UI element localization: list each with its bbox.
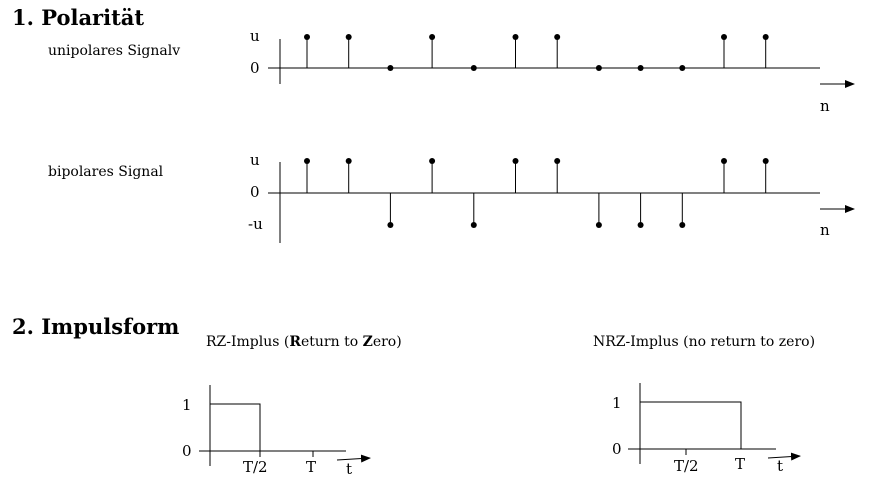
nrz-xlabel-half-t: T/2	[674, 457, 699, 475]
unipolar-sample-8	[637, 65, 644, 71]
bipolar-ylabel-zero: 0	[250, 183, 260, 201]
unipolar-ylabel-u: u	[250, 27, 260, 45]
bipolar-sample-0	[304, 158, 310, 164]
nrz-axis-label-t: t	[777, 457, 783, 475]
bipolar-sample-7	[595, 222, 602, 228]
unipolar-sample-7	[595, 65, 602, 71]
unipolar-axis-label-n: n	[820, 97, 830, 115]
unipolar-sample-0	[304, 34, 310, 40]
rz-title-prefix: RZ-Implus (	[206, 334, 289, 350]
nrz-ylabel-one: 1	[612, 394, 622, 412]
bipolar-label: bipolares Signal	[48, 164, 164, 180]
rz-title-z: Z	[363, 334, 373, 350]
rz-xlabel-t: T	[306, 458, 316, 476]
unipolar-sample-4	[470, 65, 477, 71]
bipolar-axes	[268, 162, 855, 243]
unipolar-sample-5	[512, 34, 519, 40]
rz-title-r: R	[289, 334, 301, 350]
nrz-ylabel-zero: 0	[612, 440, 622, 458]
bipolar-ylabel-u: u	[250, 151, 260, 169]
rz-axis-label-t: t	[346, 460, 352, 478]
unipolar-sample-6	[554, 34, 561, 40]
unipolar-sample-11	[762, 34, 769, 40]
rz-pulse	[210, 403, 261, 451]
rz-title: RZ-Implus (Return to Zero)	[206, 334, 402, 350]
section2-heading: 2. Impulsform	[12, 314, 179, 339]
rz-ylabel-zero: 0	[182, 442, 192, 460]
unipolar-sample-2	[387, 65, 394, 71]
bipolar-stems	[304, 158, 769, 228]
unipolar-label: unipolares Signalv	[48, 43, 180, 59]
rz-axes	[199, 385, 371, 466]
section1-heading: 1. Polarität	[12, 5, 144, 30]
bipolar-sample-5	[512, 158, 519, 164]
rz-title-mid: eturn to	[301, 334, 363, 350]
rz-xlabel-half-t: T/2	[243, 458, 268, 476]
bipolar-ylabel-minus-u: -u	[248, 215, 263, 233]
bipolar-sample-8	[637, 222, 644, 228]
unipolar-sample-1	[345, 34, 352, 40]
bipolar-sample-3	[429, 158, 436, 164]
bipolar-sample-11	[762, 158, 769, 164]
bipolar-axis-label-n: n	[820, 221, 830, 239]
unipolar-sample-9	[679, 65, 686, 71]
rz-title-suffix: ero)	[373, 334, 402, 350]
bipolar-sample-2	[387, 222, 394, 228]
bipolar-sample-10	[721, 158, 727, 164]
unipolar-stems	[304, 34, 769, 71]
nrz-xlabel-t: T	[735, 455, 745, 473]
nrz-pulse	[640, 401, 742, 449]
nrz-axes	[628, 383, 801, 464]
unipolar-axes	[268, 39, 855, 88]
unipolar-ylabel-zero: 0	[250, 59, 260, 77]
bipolar-sample-6	[554, 158, 561, 164]
bipolar-sample-4	[470, 222, 477, 228]
nrz-title: NRZ-Implus (no return to zero)	[593, 334, 815, 350]
rz-ylabel-one: 1	[182, 396, 192, 414]
bipolar-sample-1	[345, 158, 352, 164]
unipolar-sample-10	[721, 34, 727, 40]
unipolar-sample-3	[429, 34, 436, 40]
bipolar-sample-9	[679, 222, 686, 228]
